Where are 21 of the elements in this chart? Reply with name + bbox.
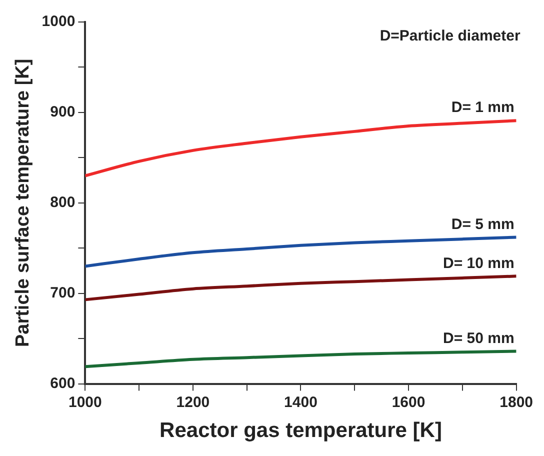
x-tick-label: 1200 (176, 394, 210, 411)
line-series (85, 350, 516, 368)
x-tick-label: 1600 (392, 394, 426, 411)
y-tick-label: 700 (50, 284, 76, 302)
x-axis-title: Reactor gas temperature [K] (160, 419, 442, 442)
y-tick-label: 600 (50, 374, 76, 392)
y-tick-label: 800 (50, 194, 76, 212)
series-label: D= 5 mm (451, 216, 514, 233)
y-tick-label: 900 (50, 104, 76, 121)
y-axis-title: Particle surface temperature [K] (12, 58, 34, 348)
annotation: D=Particle diameter (380, 28, 520, 45)
y-tick-label: 1000 (42, 13, 76, 30)
series-label: D= 50 mm (443, 330, 514, 347)
line-series (85, 274, 516, 302)
series-label: D= 10 mm (443, 254, 514, 272)
series-label: D= 1 mm (451, 99, 514, 116)
line-series (85, 119, 516, 178)
x-tick-label: 1000 (68, 394, 102, 411)
x-tick-label: 1800 (500, 394, 534, 411)
x-tick-label: 1400 (284, 394, 318, 411)
line-series (85, 236, 516, 268)
